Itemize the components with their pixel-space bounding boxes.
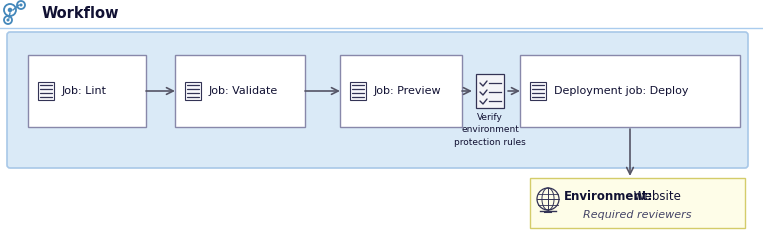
Text: Environment:: Environment: [564,190,653,204]
Circle shape [6,18,9,22]
FancyBboxPatch shape [28,55,146,127]
Text: Job: Validate: Job: Validate [209,86,278,96]
Text: Verify
environment
protection rules: Verify environment protection rules [454,113,526,147]
FancyBboxPatch shape [7,32,748,168]
FancyBboxPatch shape [340,55,462,127]
Text: Workflow: Workflow [42,7,120,22]
Circle shape [8,8,12,12]
Bar [185,82,201,100]
Bar [350,82,365,100]
Bar [476,74,504,108]
Bar [38,82,53,100]
Text: Job: Preview: Job: Preview [374,86,442,96]
Text: Required reviewers: Required reviewers [583,209,692,219]
Circle shape [20,4,23,7]
Text: Deployment job: Deploy: Deployment job: Deploy [554,86,688,96]
FancyBboxPatch shape [530,178,745,228]
FancyBboxPatch shape [175,55,305,127]
FancyBboxPatch shape [520,55,740,127]
Bar [530,82,546,100]
Text: Job: Lint: Job: Lint [62,86,107,96]
Text: Website: Website [630,190,681,204]
